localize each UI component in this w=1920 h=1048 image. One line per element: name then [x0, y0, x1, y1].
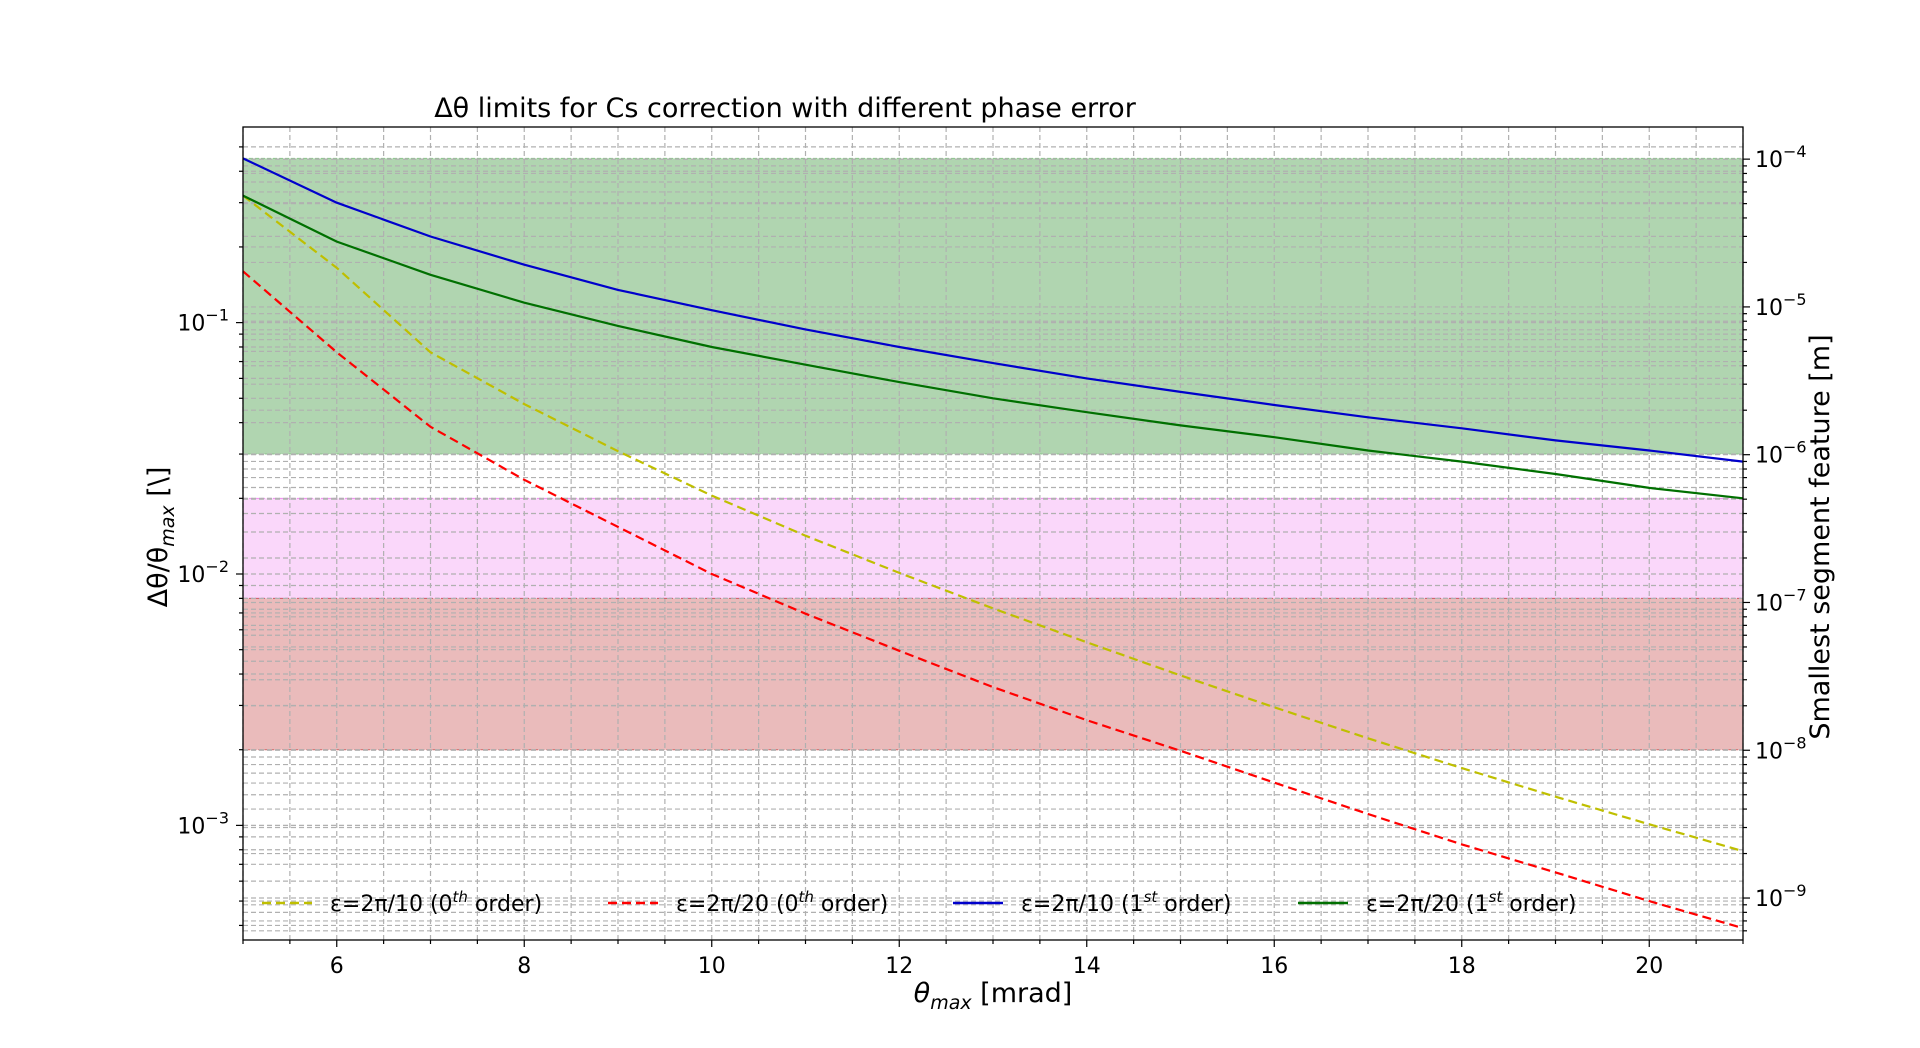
- legend-label-0: ε=2π/10 (0th order): [330, 888, 542, 917]
- y-tick-label-base: 10: [177, 814, 205, 839]
- y2-tick-label: 10−4: [1755, 142, 1807, 173]
- legend-label-3: ε=2π/20 (1st order): [1366, 888, 1577, 917]
- y-tick-label-base: 10: [177, 312, 205, 337]
- y2-tick-label-base: 10: [1755, 591, 1783, 616]
- legend: ε=2π/10 (0th order) ε=2π/20 (0th order) ε=…: [262, 888, 1577, 917]
- y2-tick-label-exponent: −5: [1783, 290, 1807, 309]
- y-tick-label-base: 10: [177, 563, 205, 588]
- y-axis-label: Δθ/θmax [\]: [143, 467, 179, 608]
- legend-label-2-sup: st: [1144, 888, 1159, 906]
- y2-tick-label-base: 10: [1755, 887, 1783, 912]
- y-tick-label-exponent: −1: [205, 306, 229, 325]
- x-tick-label: 10: [698, 954, 726, 979]
- y-axis-label-symbol: Δθ/θ: [143, 547, 174, 608]
- x-tick-label: 8: [517, 954, 531, 979]
- series-line-1: [242, 270, 1744, 930]
- y2-axis-label: Smallest segment feature [m]: [1805, 334, 1836, 739]
- legend-label-3-post: order): [1502, 892, 1576, 917]
- y2-tick-label-base: 10: [1755, 444, 1783, 469]
- legend-label-2: ε=2π/10 (1st order): [1021, 888, 1232, 917]
- legend-label-1-pre: ε=2π/20 (0: [676, 892, 799, 917]
- series-lines: [242, 157, 1744, 930]
- y-tick-label-exponent: −3: [205, 808, 229, 827]
- x-axis-label-unit: [mrad]: [972, 978, 1073, 1009]
- x-tick-label: 6: [330, 954, 344, 979]
- x-axis-label-symbol: θ: [914, 978, 931, 1009]
- y-tick-label: 10−2: [177, 557, 229, 588]
- y2-tick-label: 10−6: [1755, 438, 1807, 469]
- y-tick-label-exponent: −2: [205, 557, 229, 576]
- y2-tick-label-exponent: −6: [1783, 438, 1807, 457]
- legend-label-3-pre: ε=2π/20 (1: [1366, 892, 1489, 917]
- y-tick-label: 10−1: [177, 306, 229, 337]
- legend-label-1-sup: th: [799, 888, 814, 906]
- y2-tick-label: 10−5: [1755, 290, 1807, 321]
- y2-tick-label-exponent: −9: [1783, 881, 1807, 900]
- y-tick-label: 10−3: [177, 808, 229, 839]
- legend-label-0-post: order): [468, 892, 542, 917]
- grid-lines: [242, 127, 1744, 940]
- y2-tick-label: 10−8: [1755, 733, 1807, 764]
- legend-label-0-pre: ε=2π/10 (0: [330, 892, 453, 917]
- legend-label-3-sup: st: [1489, 888, 1504, 906]
- x-axis-ticks: 6 8 10 12 14 16 18 20: [242, 940, 1744, 979]
- y2-tick-label-exponent: −4: [1783, 142, 1807, 161]
- y2-tick-label-exponent: −8: [1783, 733, 1807, 752]
- y2-tick-label: 10−9: [1755, 881, 1807, 912]
- x-tick-label: 14: [1073, 954, 1101, 979]
- x-tick-label: 12: [885, 954, 913, 979]
- legend-label-1-post: order): [814, 892, 888, 917]
- series-line-3: [242, 194, 1744, 500]
- x-axis-label-subscript: max: [930, 992, 972, 1014]
- legend-label-1: ε=2π/20 (0th order): [676, 888, 888, 917]
- legend-label-0-sup: th: [453, 888, 468, 906]
- y2-tick-label-base: 10: [1755, 148, 1783, 173]
- x-tick-label: 18: [1448, 954, 1476, 979]
- y-axis-ticks: 10−310−210−1: [177, 146, 243, 927]
- x-axis-label: θmax [mrad]: [914, 978, 1073, 1014]
- y2-tick-label-base: 10: [1755, 296, 1783, 321]
- y-axis-label-subscript: max: [157, 505, 179, 547]
- y2-tick-label-exponent: −7: [1783, 585, 1807, 604]
- x-tick-label: 16: [1260, 954, 1288, 979]
- series-line-0: [242, 194, 1744, 853]
- y-axis-label-unit: [\]: [143, 467, 174, 506]
- x-tick-label: 20: [1635, 954, 1663, 979]
- chart-title: Δθ limits for Cs correction with differe…: [434, 93, 1137, 124]
- legend-label-2-pre: ε=2π/10 (1: [1021, 892, 1144, 917]
- legend-label-2-post: order): [1157, 892, 1231, 917]
- y2-tick-label-base: 10: [1755, 739, 1783, 764]
- y2-tick-label: 10−7: [1755, 585, 1807, 616]
- series-line-2: [242, 157, 1744, 463]
- y2-axis-ticks: 10−910−810−710−610−510−4: [1743, 142, 1807, 932]
